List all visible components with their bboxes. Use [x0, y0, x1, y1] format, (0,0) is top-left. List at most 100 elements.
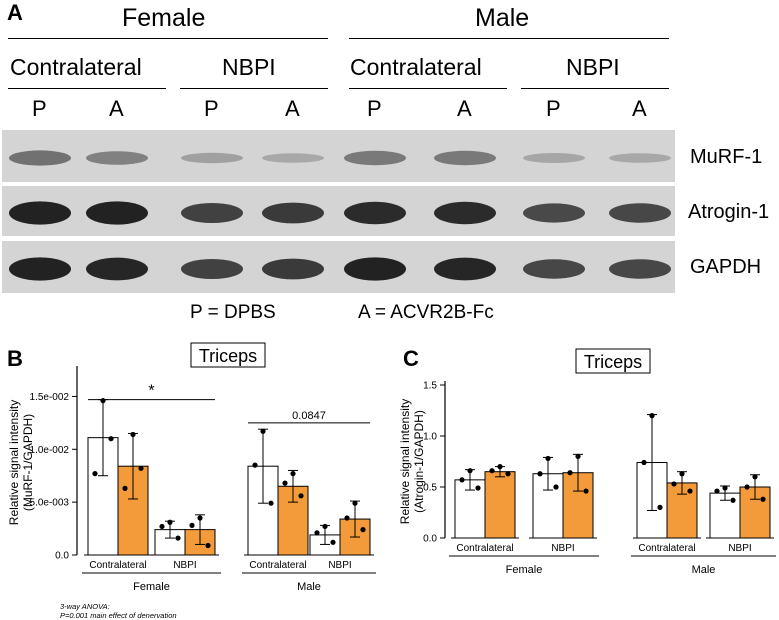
lane-label-p: P	[546, 96, 561, 121]
data-point	[649, 413, 655, 419]
band	[609, 153, 671, 163]
band	[181, 259, 243, 279]
chart-title-box	[575, 348, 651, 374]
data-point	[130, 431, 136, 438]
band	[434, 150, 496, 166]
sex-label: Female	[506, 564, 543, 576]
male-rule	[349, 38, 669, 39]
blot-murf1	[2, 130, 675, 182]
data-point	[344, 515, 350, 521]
data-point	[679, 471, 685, 477]
data-point	[92, 471, 98, 477]
chart-title-text: Triceps	[584, 352, 642, 372]
chart-c: Triceps 0.0 0.5 1.0 1.5 Relative signal inten…	[398, 348, 776, 576]
y-axis-label: Relative signal intensity(Atrogin-1/GAPD…	[398, 399, 426, 524]
sex-label: Female	[133, 581, 170, 593]
lane-label-p: P	[367, 96, 382, 121]
data-point	[722, 485, 728, 491]
group-label: NBPI	[551, 543, 574, 554]
header-female: Female	[122, 4, 206, 32]
group-label: Contralateral	[249, 560, 306, 571]
data-point	[467, 468, 473, 474]
data-point	[330, 539, 336, 545]
legend-dpbs: P = DPBS	[190, 302, 276, 323]
band	[344, 257, 406, 281]
y-tick-label: 0.0	[423, 534, 437, 545]
band	[9, 201, 71, 225]
data-point	[752, 474, 758, 480]
data-point	[497, 464, 503, 470]
lane-label-a: A	[457, 96, 472, 121]
data-point	[314, 530, 320, 536]
rule-contra-m	[349, 88, 507, 89]
band	[86, 151, 148, 165]
data-point	[260, 428, 266, 434]
chart-b: Triceps 0.0 5.0e-003 1.0e-002 1.5e-002Relati…	[7, 342, 376, 593]
group-label: Contralateral	[456, 543, 513, 554]
data-point	[641, 459, 647, 466]
band	[523, 203, 585, 223]
data-point	[553, 484, 559, 490]
data-point	[205, 542, 211, 549]
band	[344, 201, 406, 225]
band	[609, 259, 671, 279]
legend-acvr2b: A = ACVR2B-Fc	[358, 302, 494, 323]
band	[262, 153, 324, 163]
y-tick-label: 5.0e-003	[30, 498, 70, 509]
data-point	[268, 500, 274, 506]
data-point	[282, 480, 288, 486]
data-point	[108, 436, 114, 442]
group-label: NBPI	[728, 543, 751, 554]
panel-c-letter: C	[403, 346, 419, 371]
header-male: Male	[475, 4, 530, 32]
data-point	[583, 488, 589, 494]
data-point	[489, 468, 495, 474]
data-point	[352, 500, 358, 506]
data-point	[505, 471, 511, 477]
band	[523, 259, 585, 279]
y-tick-label: 1.5	[423, 381, 437, 392]
band	[181, 203, 243, 223]
chart-title: Triceps	[575, 348, 651, 374]
lane-label-p: P	[32, 96, 47, 121]
data-point	[189, 522, 195, 528]
data-point	[545, 455, 551, 462]
chart-title-box	[190, 342, 266, 368]
group-nbpi-female: NBPI	[222, 54, 276, 80]
data-point	[298, 493, 304, 499]
group-label: Contralateral	[638, 543, 695, 554]
data-point	[159, 523, 165, 530]
data-point	[537, 471, 543, 477]
data-point	[475, 485, 481, 491]
group-label: NBPI	[173, 560, 196, 571]
rule-nbpi-f	[180, 88, 328, 89]
band	[434, 257, 496, 281]
rule-contra-f	[8, 88, 166, 89]
band	[609, 203, 671, 223]
significance-label: *	[148, 383, 154, 400]
band	[86, 201, 148, 225]
sex-label: Male	[692, 564, 716, 576]
significance-label: 0.0847	[292, 410, 326, 422]
y-axis-label: Relative signal intensity(MuRF-1/GAPDH)	[7, 400, 35, 525]
group-label: NBPI	[328, 560, 351, 571]
data-point	[567, 470, 573, 476]
band	[434, 201, 496, 225]
y-tick-label: 0.0	[55, 551, 69, 562]
data-point	[360, 527, 366, 533]
lane-label-a: A	[632, 96, 647, 121]
lane-label-p: P	[204, 96, 219, 121]
data-point	[197, 515, 203, 521]
data-point	[175, 535, 181, 541]
chart-title: Triceps	[190, 342, 266, 368]
data-point	[760, 496, 766, 502]
band	[344, 150, 406, 166]
blot-background	[2, 130, 675, 182]
data-point	[322, 523, 328, 530]
band	[262, 258, 324, 280]
group-contralateral-male: Contralateral	[350, 54, 482, 80]
anova-note-line1: 3-way ANOVA:	[60, 602, 110, 611]
bar	[484, 471, 516, 539]
band	[9, 150, 71, 166]
data-point	[714, 488, 720, 494]
